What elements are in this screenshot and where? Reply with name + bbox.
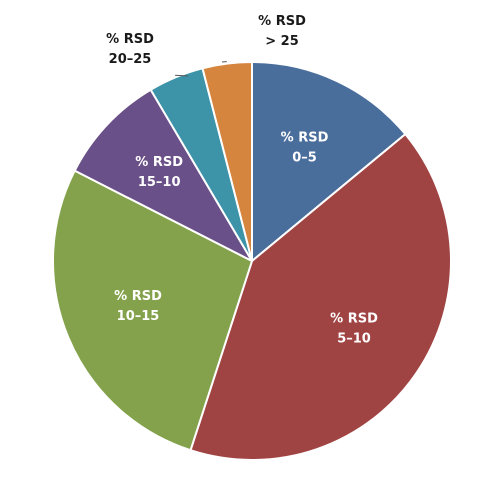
pie-slice-1	[251, 61, 407, 262]
pie-slice-6	[201, 61, 253, 262]
slice-label-line1: % RSD	[114, 289, 162, 304]
slice-label-line1: % RSD	[135, 155, 183, 170]
slices-layer	[52, 61, 452, 461]
labels-layer: % RSD 0–5% RSD 5–10% RSD 10–15% RSD 15–10% R…	[106, 14, 378, 346]
slice-label-3: % RSD 10–15	[114, 289, 162, 324]
slice-label-line2: 5–10	[337, 331, 371, 346]
slice-label-line1: % RSD	[330, 311, 378, 326]
pie-slice-4	[73, 88, 253, 262]
slice-label-line2: 20–25	[109, 52, 152, 67]
pie-slice-3	[52, 169, 253, 452]
slice-label-4: % RSD 15–10	[135, 155, 183, 190]
slice-label-2: % RSD 5–10	[330, 311, 378, 346]
slice-label-1: % RSD 0–5	[281, 130, 329, 165]
slice-label-line1: % RSD	[281, 130, 329, 145]
slice-label-line1: % RSD	[106, 32, 154, 47]
slice-label-line2: > 25	[265, 34, 299, 49]
slice-label-line2: 0–5	[292, 150, 317, 165]
pie-slice-2	[189, 133, 452, 461]
leader-line-5	[175, 74, 189, 77]
slice-label-line2: 10–15	[117, 309, 160, 324]
slice-label-line1: % RSD	[258, 14, 306, 29]
slice-label-5: % RSD 20–25	[106, 32, 154, 67]
slice-label-line2: 15–10	[138, 175, 181, 190]
slice-label-6: % RSD > 25	[258, 14, 306, 49]
leader-lines-layer	[175, 61, 227, 77]
